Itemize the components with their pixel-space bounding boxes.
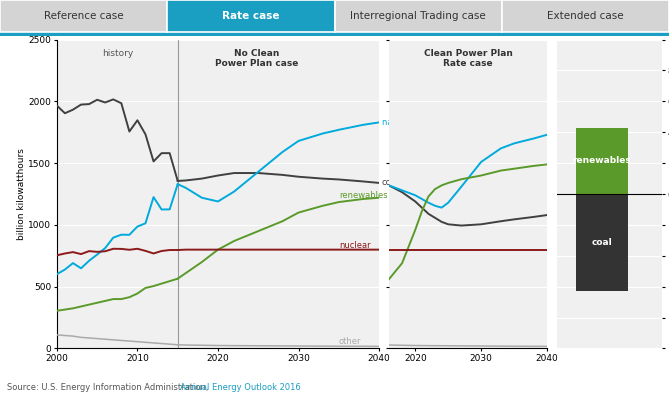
Text: eia: eia xyxy=(630,0,649,8)
Text: Extended case: Extended case xyxy=(547,11,624,21)
Bar xyxy=(576,128,628,194)
Text: Cumulative
difference, 2016-40
trillion kilowatthours: Cumulative difference, 2016-40 trillion … xyxy=(557,8,664,38)
Text: Clean Power Plan
Rate case: Clean Power Plan Rate case xyxy=(423,49,512,68)
Text: Annual Energy Outlook 2016: Annual Energy Outlook 2016 xyxy=(180,383,301,392)
Text: natural gas: natural gas xyxy=(381,118,429,127)
Text: billion kilowatthours: billion kilowatthours xyxy=(57,23,149,32)
Y-axis label: billion kilowatthours: billion kilowatthours xyxy=(17,148,25,240)
Text: Source: U.S. Energy Information Administration,: Source: U.S. Energy Information Administ… xyxy=(7,383,211,392)
Text: renewables: renewables xyxy=(573,156,632,166)
Text: Reference case: Reference case xyxy=(43,11,124,21)
Text: renewables: renewables xyxy=(339,191,387,200)
Text: history: history xyxy=(102,49,134,58)
Text: Interregional Trading case: Interregional Trading case xyxy=(351,11,486,21)
Text: nuclear: nuclear xyxy=(339,242,371,250)
Text: other: other xyxy=(339,337,361,346)
Text: coal: coal xyxy=(381,179,399,187)
Bar xyxy=(576,194,628,291)
Text: U.S. net electricity generation by fuel (2000-2040): U.S. net electricity generation by fuel … xyxy=(57,2,373,12)
Text: No Clean
Power Plan case: No Clean Power Plan case xyxy=(215,49,298,68)
Text: Rate case: Rate case xyxy=(222,11,280,21)
Text: coal: coal xyxy=(591,238,612,247)
